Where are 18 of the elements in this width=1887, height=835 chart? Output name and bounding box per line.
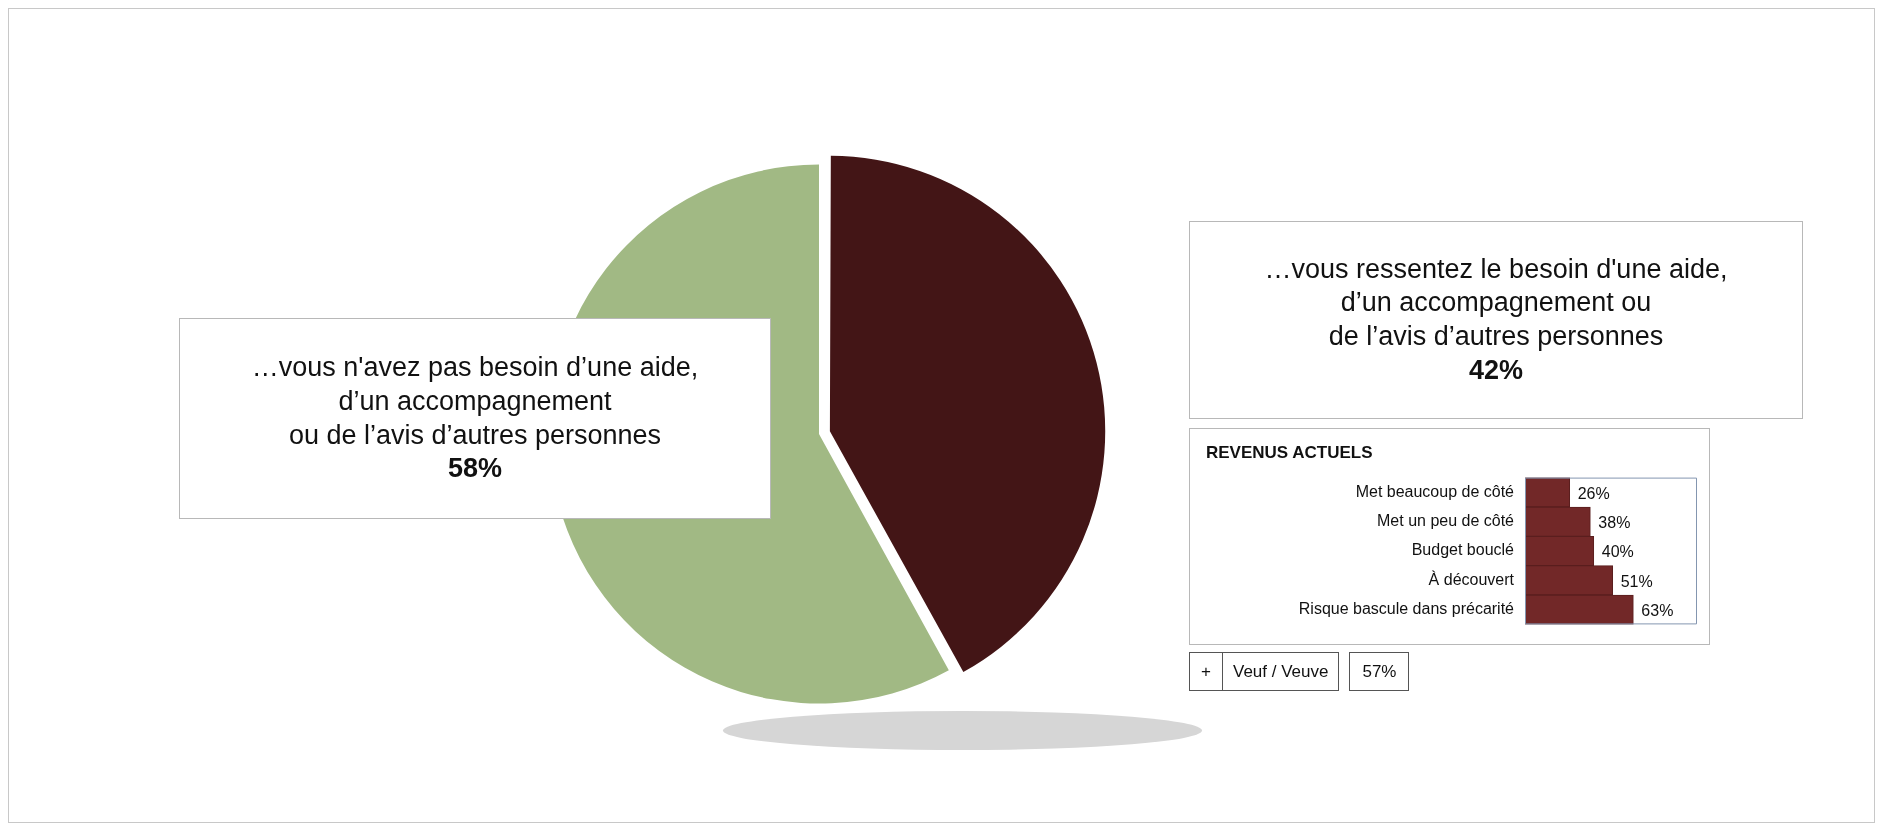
data-label: 38% <box>1598 514 1631 532</box>
text: Veuf / Veuve <box>1222 652 1340 691</box>
data-label: 63% <box>1641 602 1674 620</box>
data-label: 42% <box>1468 353 1524 387</box>
y-tick-label: Risque bascule dans précarité <box>1298 600 1515 618</box>
slice-label: …vous ressentez le besoin d'une aide, d’un accompagnement ou de l’avis d’autres personnes <box>1264 252 1728 353</box>
y-tick-label: Met un peu de côté <box>1377 512 1515 530</box>
data-label: 58% <box>447 452 503 486</box>
data-label: 26% <box>1577 484 1610 502</box>
text: + <box>1189 652 1223 691</box>
data-label: 51% <box>1620 572 1653 590</box>
y-tick-label: À découvert <box>1428 569 1515 588</box>
text: 57% <box>1349 652 1410 691</box>
data-label: 40% <box>1601 543 1634 561</box>
y-tick-label: Met beaucoup de côté <box>1355 482 1515 500</box>
slice-label: …vous n'avez pas besoin d’une aide, d’un accompagnement ou de l’avis d’autres personnes <box>251 351 699 452</box>
text: REVENUS ACTUELS <box>1206 443 1373 463</box>
y-tick-label: Budget bouclé <box>1411 541 1515 559</box>
